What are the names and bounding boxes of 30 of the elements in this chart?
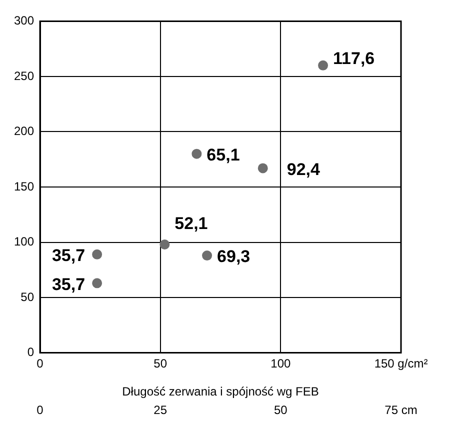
x-tick-label: 100 [270,356,292,370]
y-tick-label: 0 [27,345,34,360]
y-tick-label: 200 [14,124,34,138]
annotation: 117,6 [333,49,375,68]
point [160,239,170,250]
x-tick-label: 50 [154,356,168,370]
x2-tick-label: 0 [36,403,44,418]
annotation: 65,1 [206,146,240,165]
point [92,278,102,288]
y-tick-label: 300 [14,14,34,28]
y-tick-label: 50 [20,290,34,304]
point [92,249,102,260]
x2-tick-label: 50 [274,403,288,418]
y-tick-label: 100 [14,234,34,249]
x-axis-title: Długość zerwania i spójność wg FEB [122,384,319,399]
y-tick-label: 250 [14,68,34,83]
x-tick-label: 0 [36,356,44,370]
annotation: 69,3 [217,247,250,266]
point [202,250,212,261]
point [192,148,202,159]
y-tick-label: 150 [14,179,34,194]
annotation: 35,7 [52,246,86,266]
annotation: 52,1 [174,214,208,234]
x-tick-label: 150 g/cm² [374,356,428,370]
point [318,60,328,70]
point [258,163,268,174]
annotation: 35,7 [52,274,86,294]
annotation: 92,4 [286,160,320,179]
x2-tick-label: 25 [154,403,168,418]
x2-tick-label: 75 cm [384,403,418,418]
